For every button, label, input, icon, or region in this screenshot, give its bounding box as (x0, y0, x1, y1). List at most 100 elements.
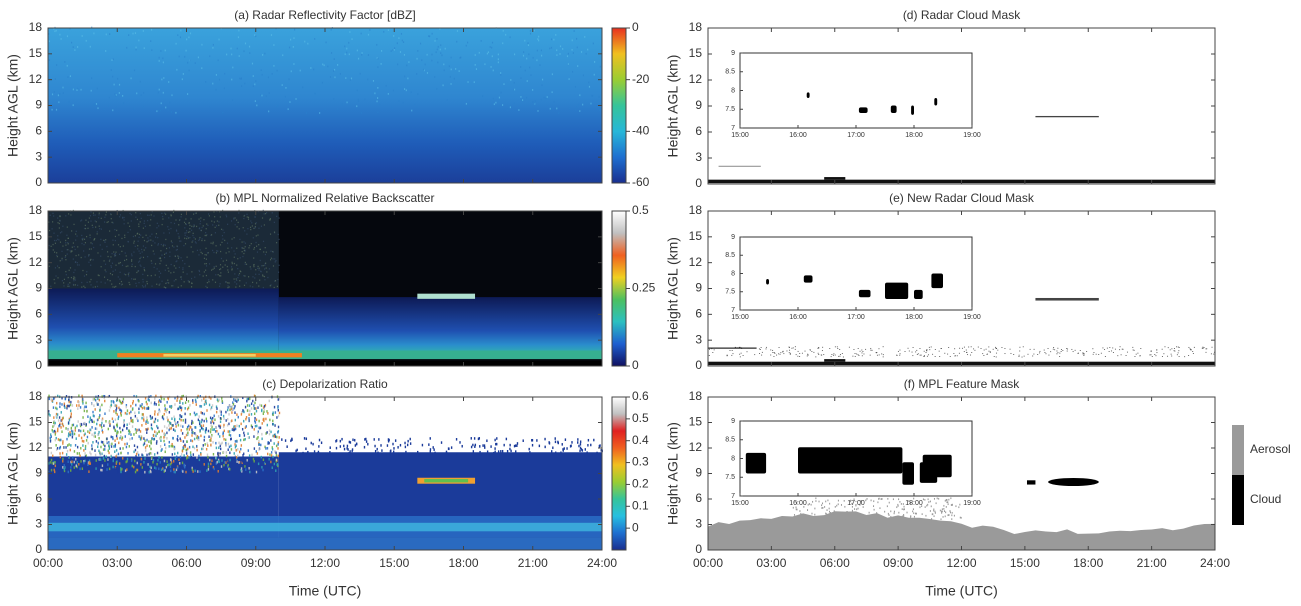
y-tick-label: 0 (35, 542, 42, 556)
y-tick-label: 3 (35, 332, 42, 346)
colorbar-tick-label: -60 (632, 175, 650, 189)
x-tick-label: 09:00 (241, 556, 271, 570)
colorbar (612, 211, 626, 366)
inset-x-tick-label: 19:00 (963, 500, 981, 507)
inset-y-tick-label: 8 (731, 455, 735, 462)
colorbar-tick-label: 0.1 (632, 498, 649, 512)
y-tick-label: 15 (689, 415, 703, 429)
colorbar-tick-label: 0 (632, 358, 639, 372)
panel: (d) Radar Cloud Mask Height AGL (km) 0 3 6 9 1… (665, 8, 1215, 190)
legend-label: Cloud (1250, 492, 1281, 506)
x-tick-label: 24:00 (1200, 556, 1230, 570)
inset-x-tick-label: 15:00 (731, 500, 749, 507)
heatmap-field (48, 394, 603, 550)
legend-swatch (1232, 425, 1244, 475)
inset-background (740, 53, 972, 128)
heatmap-field (48, 210, 602, 366)
inset-x-tick-label: 17:00 (847, 500, 865, 507)
y-tick-label: 12 (689, 255, 703, 269)
y-tick-label: 15 (29, 46, 43, 60)
y-axis-label: Height AGL (km) (665, 55, 681, 158)
panel-title: (f) MPL Feature Mask (904, 377, 1021, 391)
x-tick-label: 03:00 (756, 556, 786, 570)
panel-title: (d) Radar Cloud Mask (903, 8, 1021, 22)
colorbar-tick-label: 0.3 (632, 455, 649, 469)
colorbar-tick-label: 0 (632, 520, 639, 534)
y-tick-label: 9 (695, 466, 702, 480)
inset-x-tick-label: 15:00 (731, 314, 749, 321)
x-tick-label: 00:00 (33, 556, 63, 570)
colorbar-tick-label: 0.5 (632, 411, 649, 425)
y-axis-label: Height AGL (km) (5, 54, 21, 157)
panel: (a) Radar Reflectivity Factor [dBZ] Heigh… (5, 8, 650, 189)
y-tick-label: 6 (35, 124, 42, 138)
x-axis-label: Time (UTC) (289, 583, 362, 599)
x-tick-label: 06:00 (171, 556, 201, 570)
inset-x-tick-label: 19:00 (963, 132, 981, 139)
colorbar-tick-label: 0 (632, 20, 639, 34)
colorbar-tick-label: -20 (632, 72, 650, 86)
panel-title: (e) New Radar Cloud Mask (889, 191, 1035, 205)
y-tick-label: 12 (29, 72, 43, 86)
panel: (c) Depolarization RatioHeight AGL (km)0… (5, 377, 649, 599)
inset-x-tick-label: 18:00 (905, 132, 923, 139)
panel-title: (b) MPL Normalized Relative Backscatter (216, 191, 435, 205)
y-tick-label: 15 (689, 229, 703, 243)
y-tick-label: 0 (695, 358, 702, 372)
colorbar-tick-label: 0.5 (632, 203, 649, 217)
panel: (b) MPL Normalized Relative Backscatter H… (5, 191, 656, 372)
y-tick-label: 3 (695, 150, 702, 164)
y-axis-label: Height AGL (km) (5, 422, 21, 525)
y-tick-label: 9 (35, 281, 42, 295)
x-axis-label: Time (UTC) (925, 583, 998, 599)
colorbar-tick-label: 0.2 (632, 477, 649, 491)
y-tick-label: 6 (35, 307, 42, 321)
inset-x-tick-label: 17:00 (847, 132, 865, 139)
colorbar (612, 397, 626, 550)
y-tick-label: 9 (35, 98, 42, 112)
colorbar-tick-label: 0.6 (632, 389, 649, 403)
y-tick-label: 12 (689, 440, 703, 454)
inset-y-tick-label: 7 (731, 125, 735, 132)
panel: (e) New Radar Cloud MaskHeight AGL (km)0… (665, 191, 1215, 372)
inset-x-tick-label: 18:00 (905, 500, 923, 507)
legend-swatch (1232, 475, 1244, 525)
inset-x-tick-label: 18:00 (905, 314, 923, 321)
y-tick-label: 3 (695, 517, 702, 531)
y-tick-label: 6 (695, 124, 702, 138)
inset-x-tick-label: 16:00 (789, 132, 807, 139)
inset-y-tick-label: 7 (731, 493, 735, 500)
y-tick-label: 9 (695, 98, 702, 112)
x-tick-label: 18:00 (1073, 556, 1103, 570)
y-tick-label: 0 (35, 358, 42, 372)
inset-y-tick-label: 7.5 (725, 106, 735, 113)
y-tick-label: 15 (29, 229, 43, 243)
y-tick-label: 18 (689, 203, 703, 217)
y-tick-label: 0 (695, 176, 702, 190)
panel: (f) MPL Feature MaskHeight AGL (km)03691… (665, 377, 1291, 599)
inset-y-tick-label: 9 (731, 234, 735, 241)
inset-y-tick-label: 8.5 (725, 437, 735, 444)
y-tick-label: 18 (29, 20, 43, 34)
y-tick-label: 18 (29, 389, 43, 403)
x-tick-label: 15:00 (1010, 556, 1040, 570)
x-tick-label: 12:00 (946, 556, 976, 570)
y-tick-label: 3 (695, 332, 702, 346)
x-tick-label: 06:00 (820, 556, 850, 570)
inset-y-tick-label: 7.5 (725, 289, 735, 296)
y-tick-label: 18 (689, 389, 703, 403)
x-tick-label: 21:00 (518, 556, 548, 570)
panel-title: (a) Radar Reflectivity Factor [dBZ] (234, 8, 415, 22)
y-axis-label: Height AGL (km) (665, 422, 681, 525)
y-axis-label: Height AGL (km) (5, 237, 21, 340)
inset-y-tick-label: 8 (731, 270, 735, 277)
x-tick-label: 24:00 (587, 556, 617, 570)
heatmap-field (48, 27, 602, 183)
inset-y-tick-label: 7.5 (725, 474, 735, 481)
colorbar-tick-label: 0.4 (632, 433, 649, 447)
y-tick-label: 6 (695, 307, 702, 321)
y-tick-label: 6 (695, 491, 702, 505)
x-tick-label: 00:00 (693, 556, 723, 570)
inset-y-tick-label: 8.5 (725, 69, 735, 76)
